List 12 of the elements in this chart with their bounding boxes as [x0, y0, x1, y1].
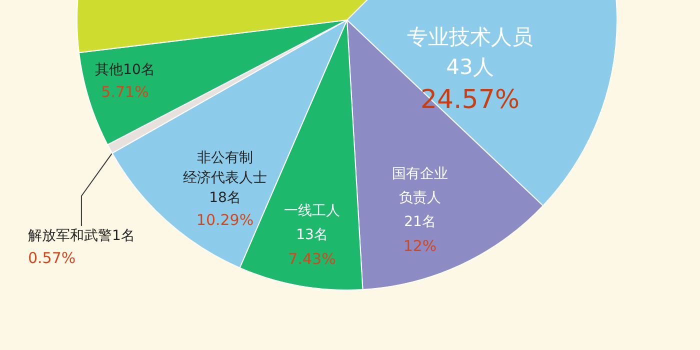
- data-label: 0.57%: [28, 249, 76, 267]
- data-label: 12%: [403, 237, 437, 255]
- slice-label: 一线工人13名: [284, 203, 340, 243]
- slice-label: 解放军和武警1名: [28, 228, 135, 244]
- slice-label: 国有企业负责人21名: [392, 166, 448, 230]
- data-label: 10.29%: [196, 211, 254, 229]
- slice-label: 专业技术人员43人: [407, 25, 533, 79]
- slice-label: 其他10名: [95, 62, 155, 78]
- slice-label: 非公有制经济代表人士18名: [183, 150, 267, 206]
- data-label: 7.43%: [288, 250, 336, 268]
- data-label: 5.71%: [101, 83, 149, 101]
- data-label: 24.57%: [420, 85, 520, 115]
